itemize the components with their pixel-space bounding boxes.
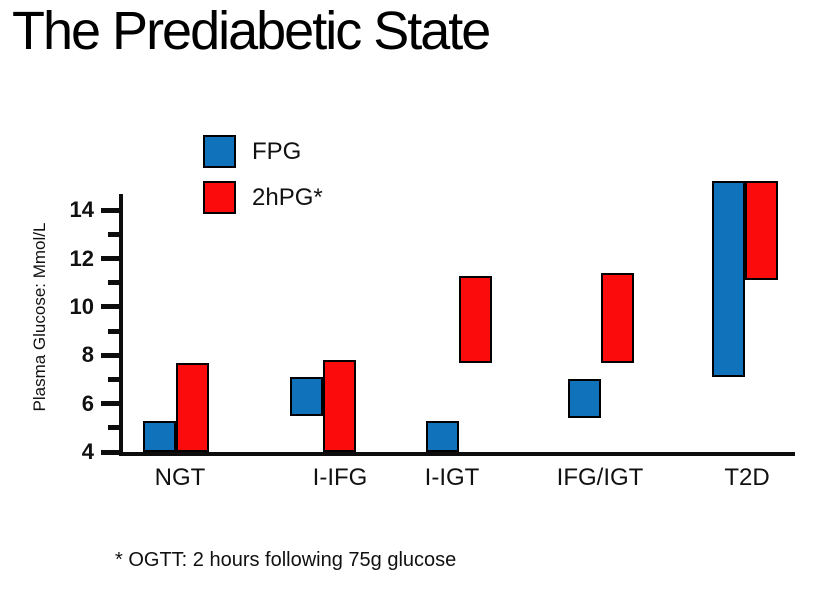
y-axis-line: [119, 194, 123, 456]
legend-label-2hpg: 2hPG*: [252, 183, 323, 211]
y-axis-major-tick: [101, 352, 120, 358]
y-axis-minor-tick: [108, 376, 120, 382]
y-axis-minor-tick: [108, 231, 120, 237]
y-axis-major-tick: [101, 207, 120, 213]
bar-fpg-t2d: [711, 181, 745, 378]
footnote: * OGTT: 2 hours following 75g glucose: [115, 549, 457, 571]
legend-label-fpg: FPG: [252, 137, 302, 165]
y-axis-tick-label: 6: [81, 390, 94, 416]
y-axis-major-tick: [101, 449, 120, 455]
legend-item-fpg: FPG: [203, 135, 323, 168]
x-axis-line: [119, 452, 795, 456]
x-axis-label-i-ifg: I-IFG: [312, 464, 368, 491]
y-axis-minor-tick: [108, 328, 120, 334]
y-axis-title: Plasma Glucose: Mmol/L: [30, 222, 49, 412]
bar-2hpg-ifg-igt: [600, 273, 634, 363]
y-axis-minor-tick: [108, 280, 120, 286]
bar-fpg-ngt: [142, 420, 176, 452]
legend-item-2hpg: 2hPG*: [203, 181, 323, 214]
y-axis-tick-label: 4: [81, 439, 94, 464]
x-axis-label-ngt: NGT: [154, 464, 206, 491]
bar-2hpg-i-igt: [458, 275, 492, 363]
bar-2hpg-ngt: [175, 362, 209, 452]
y-axis-tick-label: 10: [69, 293, 94, 319]
y-axis-tick-label: 12: [69, 245, 94, 271]
bar-2hpg-i-ifg: [322, 360, 356, 452]
x-axis-label-i-igt: I-IGT: [424, 464, 480, 491]
bar-fpg-i-igt: [425, 420, 459, 452]
bar-fpg-i-ifg: [289, 377, 323, 416]
y-axis-tick-label: 8: [81, 342, 94, 368]
y-axis-major-tick: [101, 256, 120, 262]
bar-fpg-ifg-igt: [567, 379, 601, 419]
x-axis-label-t2d: T2D: [724, 464, 770, 491]
y-axis-minor-tick: [108, 425, 120, 431]
y-axis-major-tick: [101, 304, 120, 310]
chart-legend: FPG 2hPG*: [203, 135, 323, 227]
page-title: The Prediabetic State: [12, 1, 491, 61]
bar-2hpg-t2d: [744, 181, 778, 281]
y-axis-tick-label: 14: [69, 197, 94, 223]
x-axis-label-ifg-igt: IFG/IGT: [556, 464, 644, 491]
legend-swatch-fpg-icon: [203, 135, 236, 168]
legend-swatch-2hpg-icon: [203, 181, 236, 214]
y-axis-major-tick: [101, 401, 120, 407]
